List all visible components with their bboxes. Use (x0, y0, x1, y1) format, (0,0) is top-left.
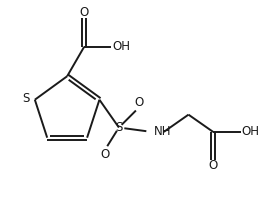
Text: S: S (115, 121, 123, 134)
Text: O: O (134, 96, 144, 109)
Text: O: O (208, 159, 218, 172)
Text: NH: NH (154, 125, 172, 139)
Text: OH: OH (242, 125, 258, 139)
Text: O: O (100, 149, 109, 161)
Text: OH: OH (112, 40, 131, 53)
Text: S: S (22, 92, 29, 105)
Text: O: O (79, 6, 89, 19)
